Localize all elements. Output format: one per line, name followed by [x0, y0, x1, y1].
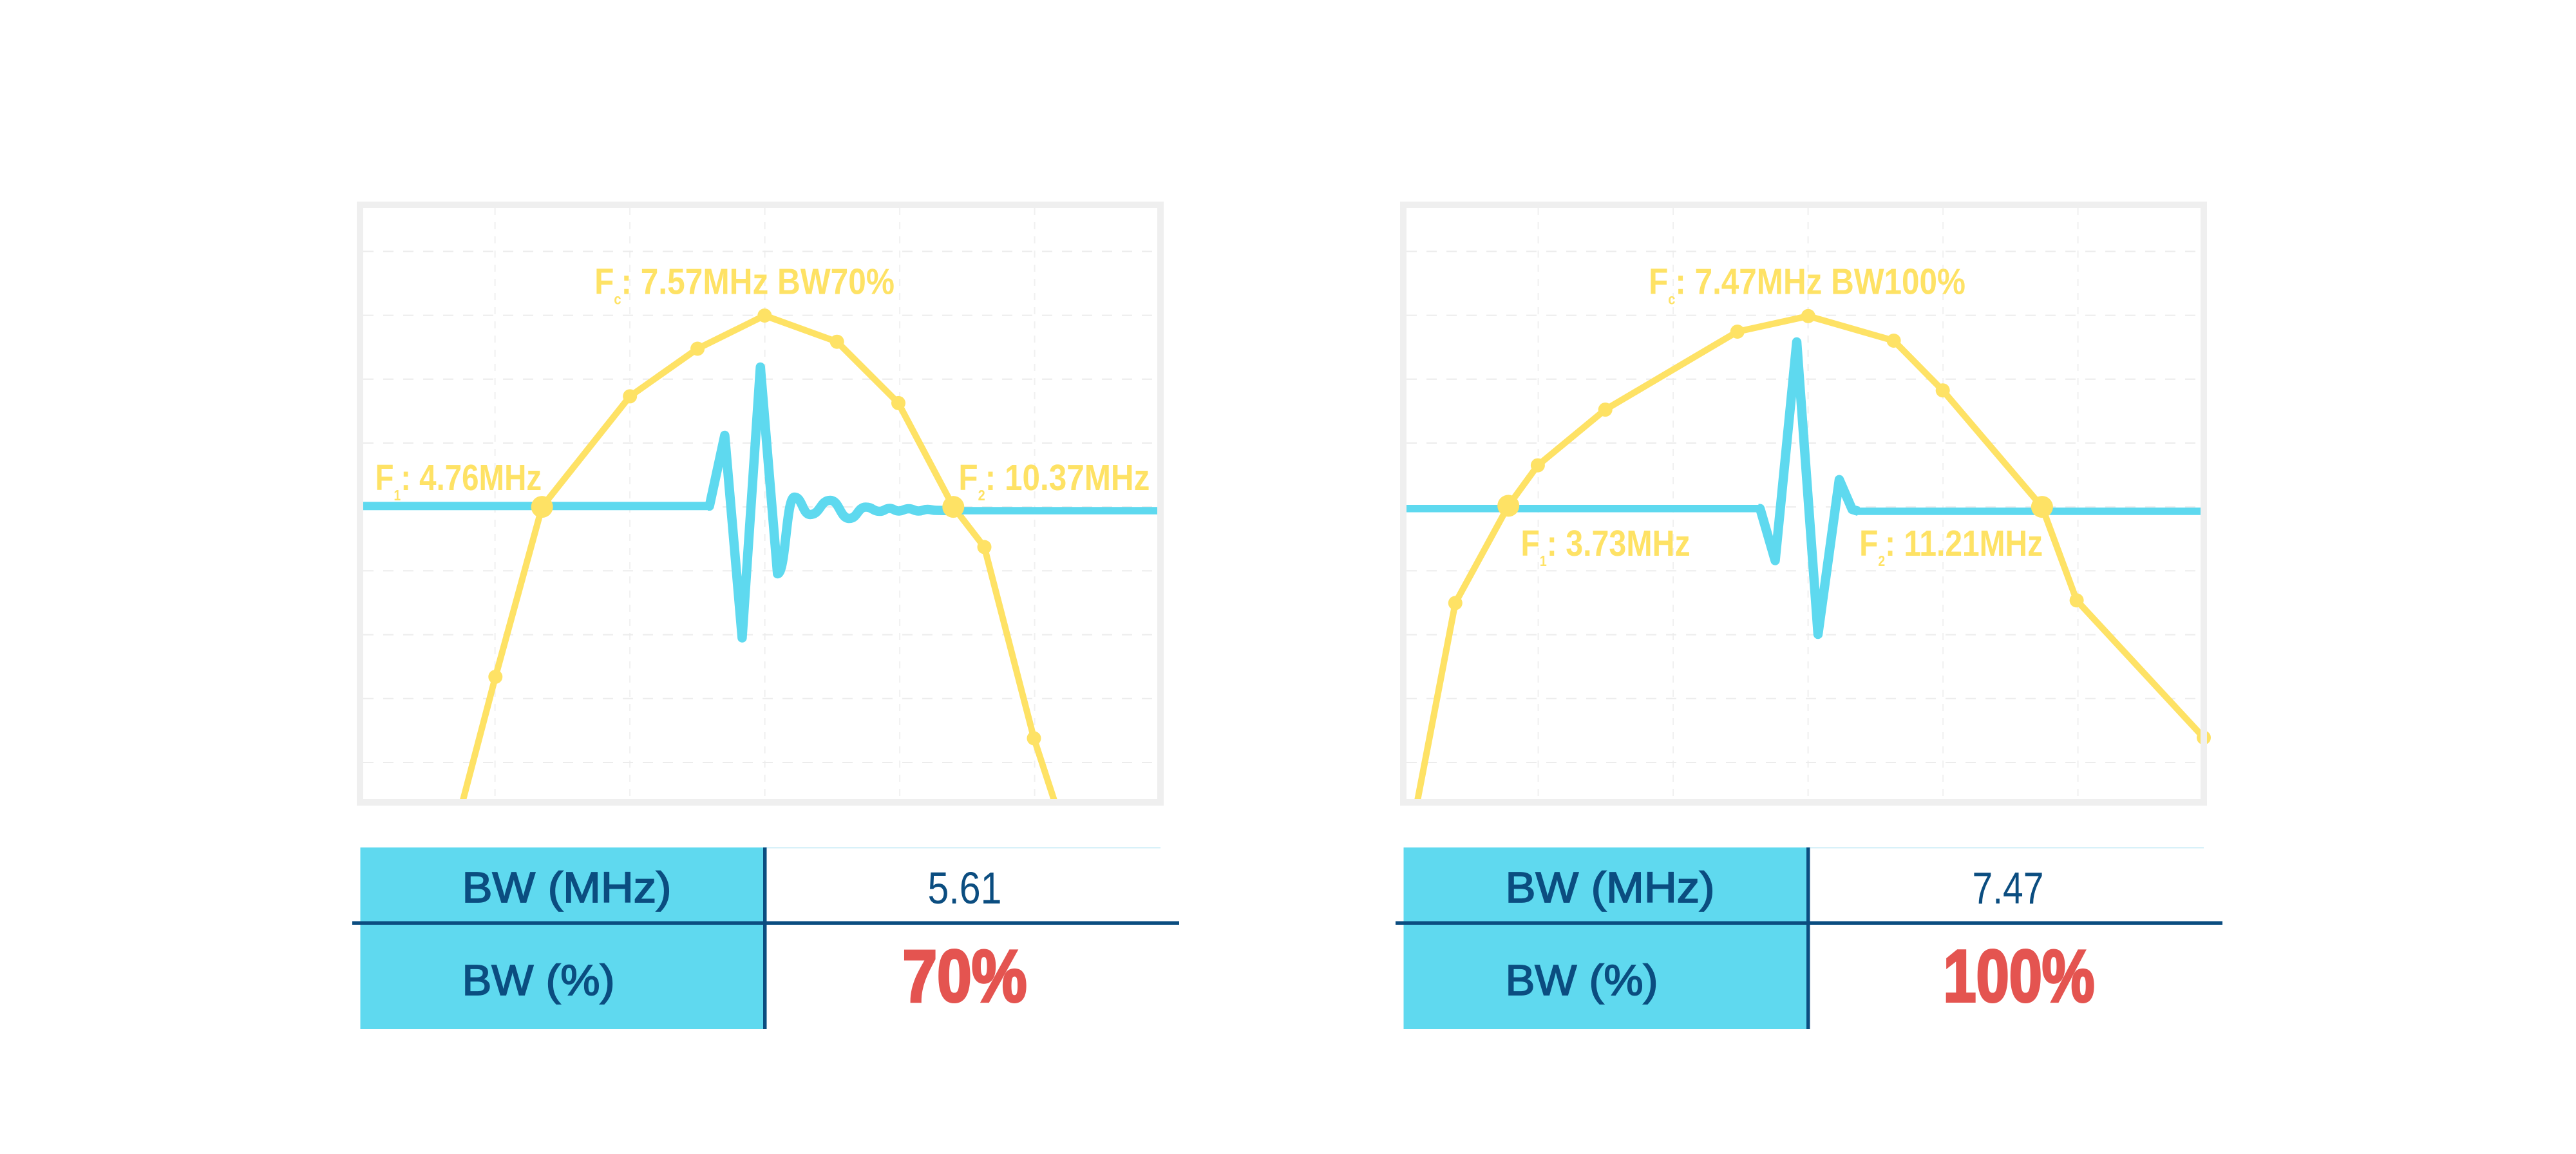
svg-text:100%: 100% [1944, 936, 2095, 1017]
svg-text:5.61: 5.61 [928, 863, 1002, 913]
svg-text:BW (%): BW (%) [462, 956, 615, 1005]
svg-text:7.47: 7.47 [1973, 863, 2044, 913]
svg-text:F1: 3.73MHz: F1: 3.73MHz [1520, 523, 1690, 569]
svg-text:BW (MHz): BW (MHz) [462, 864, 672, 912]
svg-text:F2: 11.21MHz: F2: 11.21MHz [1859, 523, 2043, 569]
svg-text:Fc: 7.57MHz BW70%: Fc: 7.57MHz BW70% [594, 261, 895, 307]
svg-text:70%: 70% [903, 936, 1027, 1017]
svg-text:F1: 4.76MHz: F1: 4.76MHz [375, 458, 542, 504]
svg-text:BW (MHz): BW (MHz) [1506, 864, 1715, 912]
svg-text:BW (%): BW (%) [1506, 956, 1658, 1005]
svg-text:Fc: 7.47MHz BW100%: Fc: 7.47MHz BW100% [1649, 261, 1965, 308]
svg-text:F2: 10.37MHz: F2: 10.37MHz [958, 458, 1150, 504]
